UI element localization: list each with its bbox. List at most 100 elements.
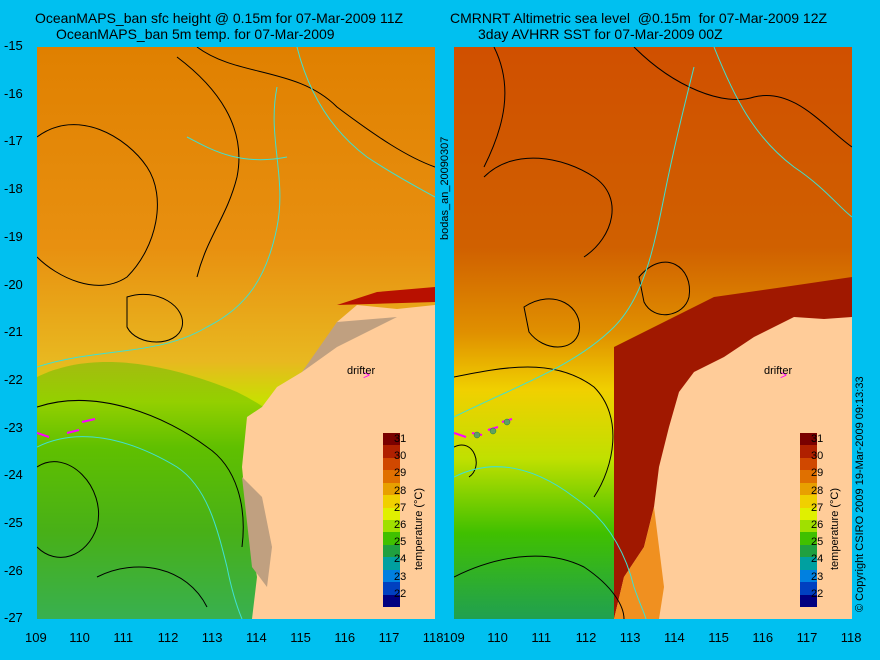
lon-tick: 118: [840, 630, 862, 645]
colorbar-swatch: [383, 520, 400, 533]
colorbar-tick: 22: [394, 587, 407, 600]
lon-tick: 112: [575, 630, 597, 645]
colorbar-swatch: [800, 470, 817, 484]
lat-tick: -25: [4, 515, 23, 530]
svg-text:>: >: [780, 368, 787, 382]
colorbar-swatch: [383, 507, 400, 521]
colorbar-swatch: [800, 594, 817, 608]
colorbar-tick: 24: [811, 553, 824, 566]
colorbar-tick: 30: [811, 450, 824, 463]
colorbar-tick: 26: [394, 519, 407, 531]
lon-tick: 109: [443, 630, 465, 645]
left-title-line2: OceanMAPS_ban 5m temp. for 07-Mar-2009: [56, 26, 335, 42]
lon-tick: 114: [664, 630, 685, 645]
colorbar-right: [800, 433, 817, 608]
colorbar-tick: 24: [394, 553, 407, 566]
land-right: [614, 317, 852, 619]
colorbar-swatch: [800, 557, 817, 571]
colorbar-swatch: [800, 482, 817, 496]
lat-tick: -18: [4, 181, 23, 197]
colorbar-tick: 31: [811, 433, 824, 445]
lon-tick: 116: [334, 630, 356, 645]
colorbar-tick: 28: [394, 484, 407, 497]
colorbar-tick: 22: [811, 587, 824, 600]
lon-tick: 110: [487, 630, 508, 645]
colorbar-swatch: [383, 532, 400, 546]
svg-text:>: >: [363, 368, 370, 382]
colorbar-tick: 30: [394, 450, 407, 463]
colorbar-tick: 25: [811, 536, 824, 549]
colorbar-swatch: [800, 445, 817, 459]
colorbar-swatch: [383, 594, 400, 608]
lat-tick: -20: [4, 276, 23, 292]
colorbar-tick: 23: [811, 570, 824, 583]
colorbar-swatch: [800, 433, 817, 446]
colorbar-swatch: [383, 569, 400, 583]
colorbar-swatch: [383, 482, 400, 496]
lat-tick: -21: [4, 324, 23, 340]
colorbar-swatch: [383, 457, 400, 471]
colorbar-label-right: temperature (°C): [829, 487, 841, 570]
colorbar-tick: 27: [394, 501, 407, 514]
colorbar-swatch: [383, 582, 400, 596]
left-title-line1: OceanMAPS_ban sfc height @ 0.15m for 07-…: [35, 10, 404, 26]
lon-tick: 111: [531, 630, 552, 645]
lat-tick: -16: [4, 85, 23, 101]
colorbar-swatch: [800, 507, 817, 521]
colorbar-tick: 25: [394, 536, 407, 549]
colorbar-tick: 29: [394, 467, 407, 480]
lon-tick: 115: [708, 630, 729, 645]
colorbar-swatch: [800, 569, 817, 583]
colorbar-swatch: [383, 470, 400, 484]
colorbar-tick: 31: [394, 433, 407, 445]
lat-tick: -22: [4, 371, 23, 387]
right-title-line1: CMRNRT Altimetric sea level @0.15m for 0…: [450, 10, 828, 26]
colorbar-tick: 28: [811, 484, 824, 497]
colorbar-swatch: [800, 457, 817, 471]
left-map-svg: >: [37, 47, 435, 619]
drifter-label-left: drifter: [347, 365, 376, 377]
copyright-text: © Copyright CSIRO 2009 19-Mar-2009 09:13…: [854, 376, 866, 612]
colorbar-swatch: [383, 495, 400, 509]
lon-tick: 117: [796, 630, 818, 645]
colorbar-label-left: temperature (°C): [413, 487, 425, 570]
right-map-panel: > drifter: [454, 47, 852, 619]
lon-tick: 118: [422, 630, 444, 645]
lon-tick: 110: [69, 630, 90, 645]
colorbar-swatch: [383, 445, 400, 459]
colorbar-swatch: [800, 544, 817, 558]
lon-tick: 113: [619, 630, 641, 645]
lat-tick: -27: [4, 610, 23, 626]
right-map-svg: >: [454, 47, 852, 619]
colorbar-tick: 27: [811, 501, 824, 514]
lon-tick: 114: [246, 630, 267, 645]
lon-tick: 117: [378, 630, 400, 645]
lat-tick: -19: [4, 228, 23, 244]
lon-tick: 115: [290, 630, 311, 645]
colorbar-swatch: [800, 532, 817, 546]
lon-tick: 111: [113, 630, 134, 645]
left-map-panel: > drifter: [37, 47, 435, 619]
colorbar-tick: 26: [811, 519, 824, 531]
colorbar-tick: 23: [394, 570, 407, 583]
lat-tick: -15: [4, 38, 23, 53]
drifter-label-right: drifter: [764, 365, 793, 377]
colorbar-swatch: [383, 544, 400, 558]
colorbar-swatch: [383, 557, 400, 571]
lon-tick: 113: [201, 630, 223, 645]
colorbar-swatch: [383, 433, 400, 446]
lat-tick: -17: [4, 133, 23, 149]
right-title-line2: 3day AVHRR SST for 07-Mar-2009 00Z: [478, 26, 723, 42]
colorbar-swatch: [800, 520, 817, 533]
lat-tick: -26: [4, 562, 23, 578]
lon-tick: 109: [25, 630, 47, 645]
lon-tick: 116: [752, 630, 774, 645]
colorbar-tick: 29: [811, 467, 824, 480]
side-text-left: bodas_an_20090307: [439, 136, 451, 240]
lat-tick: -24: [4, 467, 23, 483]
lon-tick: 112: [157, 630, 179, 645]
colorbar-swatch: [800, 495, 817, 509]
colorbar-swatch: [800, 582, 817, 596]
lat-tick: -23: [4, 419, 23, 435]
colorbar-left: [383, 433, 400, 608]
